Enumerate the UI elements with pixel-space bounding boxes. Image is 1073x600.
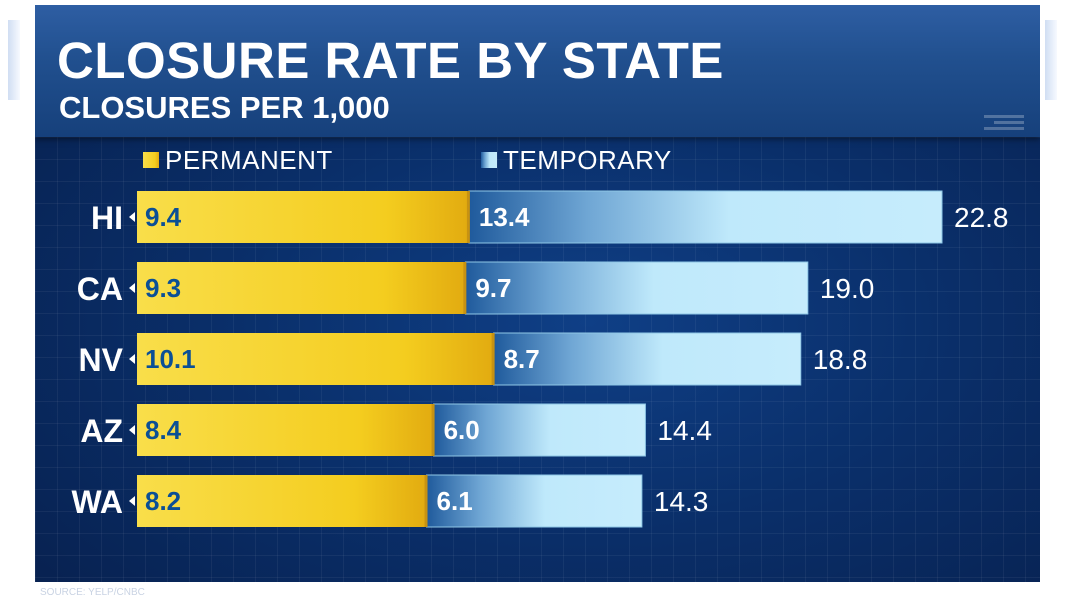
category-pointer-icon [129, 354, 135, 364]
value-label-total: 22.8 [954, 202, 1009, 233]
value-label-total: 14.3 [654, 486, 709, 517]
category-label: CA [77, 271, 123, 307]
bar-permanent [137, 475, 427, 527]
segment-divider [424, 475, 428, 527]
chart-panel: CLOSURE RATE BY STATE CLOSURES PER 1,000… [35, 5, 1040, 582]
bar-temporary [426, 474, 643, 528]
segment-divider [431, 404, 435, 456]
value-label-temporary: 6.1 [437, 486, 473, 516]
value-label-temporary: 6.0 [444, 415, 480, 445]
value-label-total: 19.0 [820, 273, 875, 304]
chart-subtitle: CLOSURES PER 1,000 [59, 90, 390, 125]
value-label-total: 18.8 [813, 344, 868, 375]
title-bar: CLOSURE RATE BY STATE CLOSURES PER 1,000 [35, 5, 1040, 137]
category-label: NV [79, 342, 124, 378]
value-label-temporary: 13.4 [479, 202, 530, 232]
bar-temporary [433, 403, 646, 457]
category-label: HI [91, 200, 123, 236]
category-pointer-icon [129, 283, 135, 293]
category-pointer-icon [129, 496, 135, 506]
segment-divider [466, 191, 470, 243]
bar-temporary [468, 190, 943, 244]
value-label-permanent: 8.4 [145, 415, 182, 445]
value-label-permanent: 9.4 [145, 202, 182, 232]
bar-permanent [137, 191, 469, 243]
segment-divider [463, 262, 467, 314]
bar-temporary [493, 332, 802, 386]
bar-permanent [137, 333, 494, 385]
value-label-permanent: 8.2 [145, 486, 181, 516]
left-edge-strip [8, 20, 20, 100]
bars-group: HI 9.4 13.4 22.8 CA 9.3 9.7 19.0 NV 10.1 8.7 18.8 AZ… [71, 190, 1009, 528]
category-pointer-icon [129, 425, 135, 435]
legend-swatch-temporary [481, 152, 497, 168]
value-label-total: 14.4 [657, 415, 712, 446]
segment-divider [491, 333, 495, 385]
bar-permanent [137, 404, 434, 456]
bar-chart: PERMANENT TEMPORARY HI 9.4 13.4 22.8 CA 9.3 9.7… [71, 145, 1009, 528]
bar-temporary [464, 261, 809, 315]
right-edge-strip [1045, 20, 1057, 100]
bar-row-hi: HI 9.4 13.4 22.8 [91, 190, 1009, 244]
legend-label-permanent: PERMANENT [165, 145, 333, 175]
bar-row-wa: WA 8.2 6.1 14.3 [71, 474, 709, 528]
bar-row-ca: CA 9.3 9.7 19.0 [77, 261, 875, 315]
value-label-temporary: 8.7 [504, 344, 540, 374]
value-label-temporary: 9.7 [475, 273, 511, 303]
legend-swatch-permanent [143, 152, 159, 168]
category-pointer-icon [129, 212, 135, 222]
bar-row-nv: NV 10.1 8.7 18.8 [79, 332, 868, 386]
source-note: SOURCE: YELP/CNBC [40, 587, 145, 598]
value-label-permanent: 9.3 [145, 273, 181, 303]
legend: PERMANENT TEMPORARY [143, 145, 672, 175]
chart-title: CLOSURE RATE BY STATE [57, 32, 724, 89]
value-label-permanent: 10.1 [145, 344, 196, 374]
bar-permanent [137, 262, 466, 314]
decorative-bars [984, 115, 1024, 135]
bar-row-az: AZ 8.4 6.0 14.4 [80, 403, 712, 457]
category-label: AZ [80, 413, 123, 449]
legend-label-temporary: TEMPORARY [503, 145, 672, 175]
category-label: WA [71, 484, 123, 520]
